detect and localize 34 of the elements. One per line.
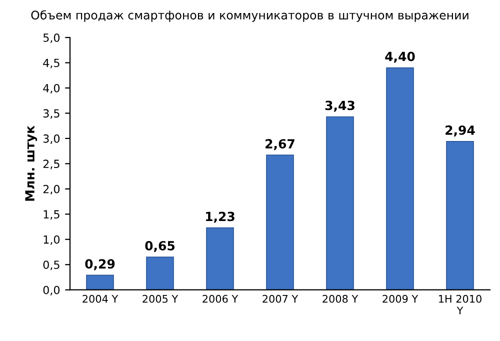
y-tick-label: 0,5 <box>43 260 60 270</box>
y-tick-label: 4,5 <box>43 58 60 68</box>
x-tick-label: 2008 Y <box>322 294 358 303</box>
data-label: 2,67 <box>266 139 294 150</box>
y-tick-label: 3,5 <box>43 109 60 119</box>
x-tick-label: 1H 2010 Y <box>439 294 482 314</box>
x-tick-label: 2004 Y <box>82 294 118 303</box>
bar <box>86 274 114 290</box>
data-label: 0,29 <box>85 259 115 270</box>
bar <box>266 154 294 290</box>
y-tick-label: 3,0 <box>43 134 60 144</box>
bar <box>146 256 174 290</box>
data-label: 2,94 <box>446 125 475 136</box>
y-tick-label: 5,0 <box>43 33 60 44</box>
y-axis-title: Млн. штук <box>25 126 38 201</box>
data-label: 4,40 <box>385 52 415 63</box>
data-label: 1,23 <box>206 212 234 223</box>
bar <box>326 116 354 290</box>
y-tick-label: 1,5 <box>44 210 60 220</box>
y-tick-label: 2,5 <box>43 160 60 170</box>
x-tick-label: 2007 Y <box>262 294 298 303</box>
y-tick-label: 2,0 <box>43 184 60 194</box>
y-tick-label: 1,0 <box>44 235 60 245</box>
y-tick-label: 0,0 <box>43 286 60 296</box>
x-tick-label: 2009 Y <box>382 294 418 303</box>
data-label: 3,43 <box>325 100 354 112</box>
x-tick-label: 2005 Y <box>142 294 178 303</box>
bar <box>446 141 474 290</box>
chart-title: Объем продаж смартфонов и коммуникаторов в штучном выражении <box>31 10 468 22</box>
bar <box>206 227 234 290</box>
y-tick-label: 4,0 <box>43 84 60 94</box>
x-tick-label: 2006 Y <box>202 294 238 303</box>
bar <box>386 67 414 290</box>
data-label: 0,65 <box>145 241 175 252</box>
